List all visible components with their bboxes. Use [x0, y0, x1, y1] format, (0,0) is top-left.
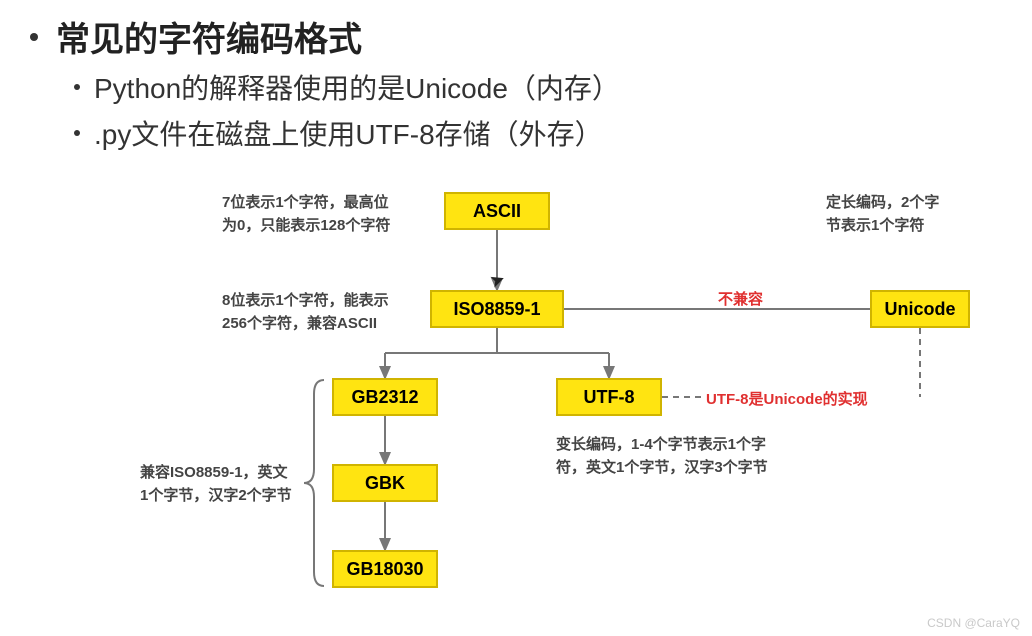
bullet-row-1: .py文件在磁盘上使用UTF-8存储（外存）	[30, 113, 1032, 153]
node-utf8: UTF-8	[556, 378, 662, 416]
bullet-text-0: Python的解释器使用的是Unicode（内存）	[94, 67, 620, 107]
note-iso_note: 8位表示1个字符，能表示256个字符，兼容ASCII	[222, 290, 389, 335]
node-unicode: Unicode	[870, 290, 970, 328]
node-ascii: ASCII	[444, 192, 550, 230]
diagram-lines	[0, 180, 1032, 636]
bullet-row-0: Python的解释器使用的是Unicode（内存）	[30, 67, 1032, 107]
node-gb18030: GB18030	[332, 550, 438, 588]
main-title: 常见的字符编码格式	[56, 12, 362, 61]
diagram-canvas: ➤ ASCIIISO8859-1UnicodeGB2312UTF-8GBKGB1…	[0, 180, 1032, 636]
bullet-text-1: .py文件在磁盘上使用UTF-8存储（外存）	[94, 113, 603, 153]
watermark: CSDN @CaraYQ	[927, 616, 1020, 630]
note-ascii_note: 7位表示1个字符，最高位为0，只能表示128个字符	[222, 192, 390, 237]
node-gb2312: GB2312	[332, 378, 438, 416]
node-iso: ISO8859-1	[430, 290, 564, 328]
note-utf8_note: 变长编码，1-4个字节表示1个字符，英文1个字节，汉字3个字节	[556, 434, 768, 479]
bullet-dot-small	[74, 84, 80, 90]
redlabel-incompat: 不兼容	[718, 288, 763, 309]
note-gb_note: 兼容ISO8859-1，英文1个字节，汉字2个字节	[140, 462, 292, 507]
bullet-dot-small	[74, 130, 80, 136]
note-unicode_note: 定长编码，2个字节表示1个字符	[826, 192, 939, 237]
title-row: 常见的字符编码格式	[30, 12, 1032, 61]
redlabel-utf8impl: UTF-8是Unicode的实现	[706, 388, 868, 409]
bullet-dot	[30, 33, 38, 41]
node-gbk: GBK	[332, 464, 438, 502]
